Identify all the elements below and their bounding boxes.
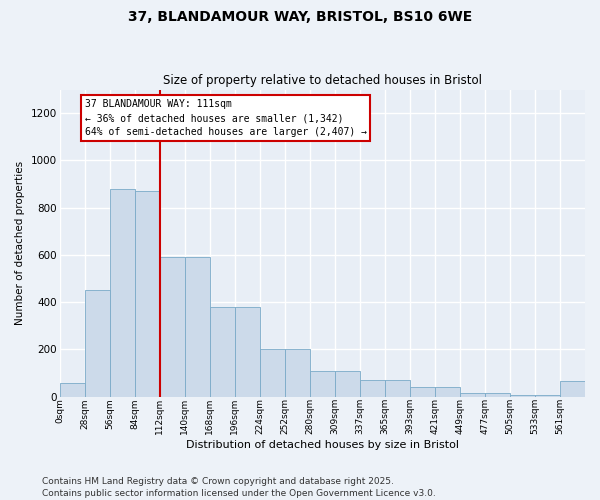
Bar — [59, 382, 85, 396]
Bar — [235, 307, 260, 396]
Bar — [160, 258, 185, 396]
Bar — [385, 380, 410, 396]
Y-axis label: Number of detached properties: Number of detached properties — [15, 161, 25, 325]
Bar — [260, 350, 285, 397]
Bar — [285, 350, 310, 397]
X-axis label: Distribution of detached houses by size in Bristol: Distribution of detached houses by size … — [186, 440, 459, 450]
Bar — [134, 191, 160, 396]
Bar — [535, 395, 560, 396]
Bar — [360, 380, 385, 396]
Bar — [510, 395, 535, 396]
Bar — [410, 387, 435, 396]
Title: Size of property relative to detached houses in Bristol: Size of property relative to detached ho… — [163, 74, 482, 87]
Bar — [85, 290, 110, 397]
Text: 37, BLANDAMOUR WAY, BRISTOL, BS10 6WE: 37, BLANDAMOUR WAY, BRISTOL, BS10 6WE — [128, 10, 472, 24]
Bar — [110, 189, 134, 396]
Bar — [485, 393, 510, 396]
Bar — [210, 307, 235, 396]
Bar — [335, 370, 360, 396]
Bar — [560, 382, 585, 396]
Text: Contains HM Land Registry data © Crown copyright and database right 2025.
Contai: Contains HM Land Registry data © Crown c… — [42, 476, 436, 498]
Text: 37 BLANDAMOUR WAY: 111sqm
← 36% of detached houses are smaller (1,342)
64% of se: 37 BLANDAMOUR WAY: 111sqm ← 36% of detac… — [85, 99, 367, 137]
Bar — [460, 393, 485, 396]
Bar — [435, 387, 460, 396]
Bar — [185, 258, 210, 396]
Bar — [310, 370, 335, 396]
